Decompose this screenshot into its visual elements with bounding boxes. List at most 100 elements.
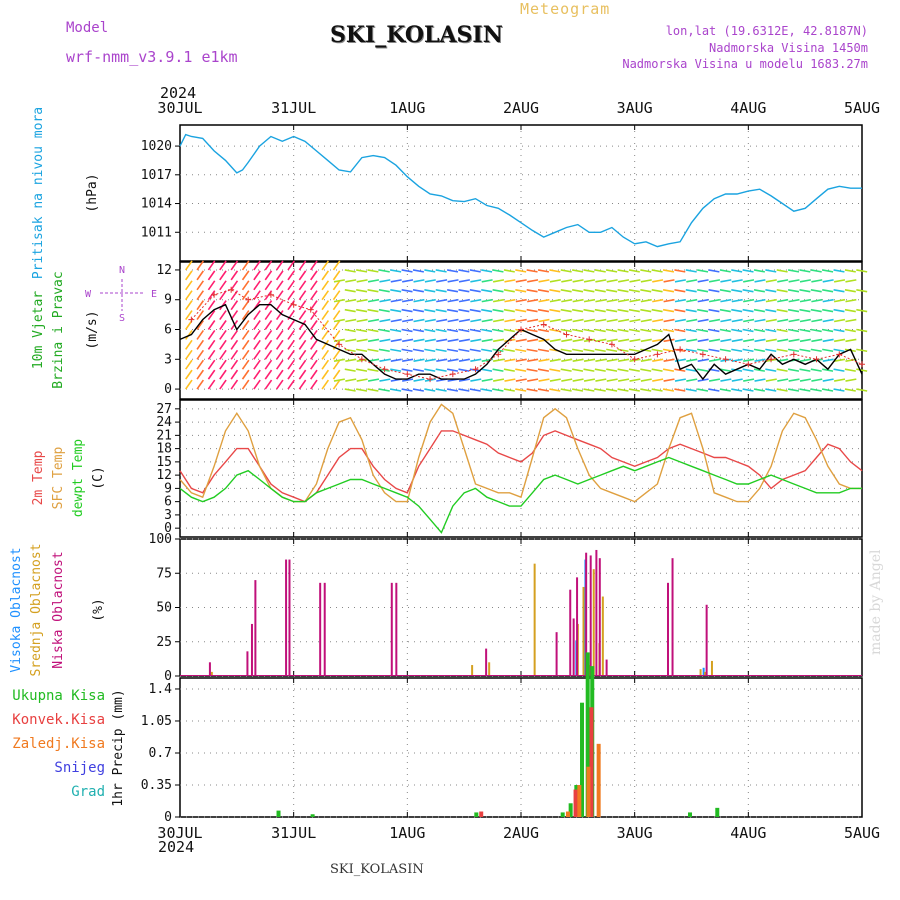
wind-barb: [833, 328, 845, 333]
wind-barb: [606, 289, 618, 293]
wind-barb: [207, 320, 216, 330]
wind-barb: [560, 308, 572, 313]
wind-barb: [527, 318, 539, 323]
wind-barb: [731, 358, 743, 362]
wind-barb: [685, 348, 697, 353]
wind-barb: [458, 318, 470, 323]
wind-barb: [640, 358, 652, 362]
pressure-unit-label: (hPa): [85, 173, 100, 212]
wind-barb: [754, 338, 766, 343]
gust-marker: [307, 306, 314, 313]
wind-barb: [629, 298, 641, 303]
wind-barb: [458, 388, 470, 392]
wind-barb: [640, 338, 652, 343]
bar-niska-oblacnost: [246, 651, 249, 676]
wind-barb: [287, 270, 295, 281]
x-label-bottom: 4AUG: [730, 824, 766, 842]
wind-barb: [230, 369, 239, 380]
wind-barb: [275, 320, 284, 330]
wind-barb: [527, 279, 539, 283]
wind-barb: [275, 270, 284, 281]
wind-barb: [549, 338, 561, 343]
model-label: Model: [66, 20, 109, 36]
wind-barb: [583, 388, 595, 392]
wind-barb: [458, 348, 470, 353]
wind-barb: [219, 320, 227, 330]
bar-zaledj-kisa: [577, 784, 582, 817]
wind-barb: [674, 338, 686, 343]
wind-barb: [207, 300, 216, 311]
wind-barb: [390, 338, 402, 343]
wind-barb: [561, 318, 573, 323]
wind-barb: [617, 368, 629, 372]
wind-barb: [264, 359, 273, 370]
wind-barb: [345, 298, 357, 303]
wind-barb: [446, 269, 459, 273]
wind-barb: [822, 348, 834, 353]
wind-barb: [253, 270, 261, 281]
wind-barb: [731, 378, 743, 382]
wind-barb: [799, 328, 811, 333]
wind-barb: [436, 358, 448, 362]
wind-barb: [652, 358, 664, 362]
wind-barb: [719, 348, 731, 353]
wind-barb: [560, 269, 572, 273]
bar-ukupna-kisa: [310, 814, 315, 817]
panel-frame: [179, 399, 863, 538]
wind-barb: [833, 378, 846, 382]
wind-barb: [697, 298, 709, 303]
wind-barb: [356, 348, 368, 353]
wind-barb: [253, 329, 261, 340]
wind-barb: [754, 279, 766, 283]
wind-barb: [720, 338, 732, 343]
wind-barb: [708, 279, 721, 283]
wind-barb: [367, 348, 379, 353]
wind-barb: [561, 279, 573, 283]
wind-barb: [595, 378, 607, 382]
wind-barb: [469, 348, 481, 353]
wind-barb: [504, 298, 516, 303]
wind-barb: [310, 270, 318, 281]
wind-barb: [424, 308, 436, 313]
wind-barb: [833, 368, 845, 372]
wind-barb: [640, 289, 652, 293]
bar-niska-oblacnost: [390, 582, 393, 676]
wind-barb: [275, 329, 284, 340]
wind-barb: [719, 308, 731, 313]
wind-barb: [219, 310, 227, 321]
wind-barb: [833, 318, 846, 323]
wind-barb: [492, 378, 505, 382]
wind-barb: [367, 318, 380, 323]
panel-frame: [179, 677, 863, 818]
cloud-panel: [175, 538, 863, 677]
panel-frame: [179, 124, 863, 262]
wind-barb: [651, 348, 663, 353]
wind-barb: [560, 368, 572, 372]
wind-barb: [549, 318, 561, 323]
wind-barb: [561, 298, 573, 303]
wind-barb: [298, 310, 307, 321]
wind-barb: [640, 328, 652, 333]
wind-barb: [447, 358, 459, 362]
wind-barb: [275, 300, 284, 311]
wind-barb: [367, 289, 379, 293]
wind-barb: [504, 279, 516, 283]
wind-barb: [241, 329, 250, 340]
gust-marker: [859, 361, 865, 368]
wind-barb: [845, 378, 857, 382]
gust-marker: [563, 331, 570, 338]
wind-barb: [503, 328, 515, 333]
wind-barb: [230, 290, 239, 301]
wind-barb: [321, 329, 330, 340]
wind-barb: [606, 338, 618, 343]
wind-barb: [628, 328, 640, 333]
wind-barb: [424, 358, 436, 362]
wind-barb: [515, 368, 527, 372]
wind-barb: [799, 318, 811, 323]
wind-barb: [287, 260, 295, 271]
wind-barb: [537, 308, 550, 313]
series-line-pritisak: [179, 133, 862, 248]
wind-barb: [241, 290, 250, 301]
y-tick-label: 6: [164, 495, 172, 510]
